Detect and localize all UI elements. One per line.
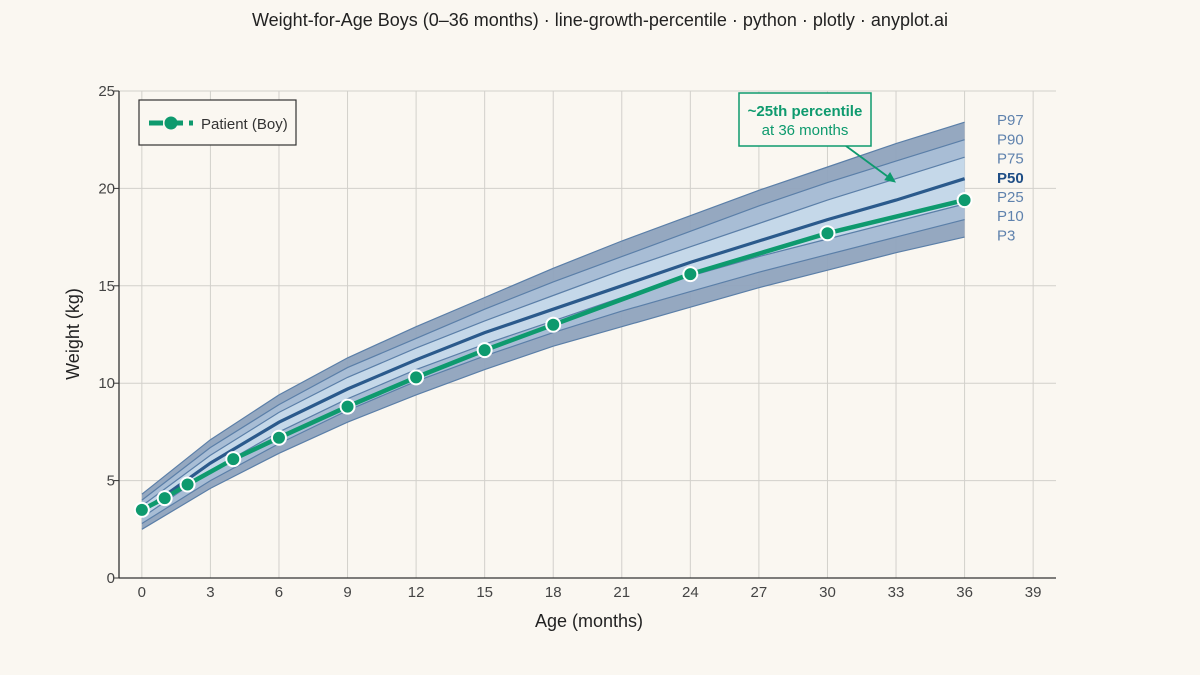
legend[interactable]: Patient (Boy) [138,99,297,146]
x-tick-label: 33 [888,584,905,601]
percentile-label-p90: P90 [997,131,1024,148]
patient-point [179,476,196,493]
patient-point [408,369,425,386]
patient-point [682,266,699,283]
percentile-label-p50: P50 [997,170,1024,187]
percentile-line-p97 [141,121,965,495]
patient-point [133,501,150,518]
x-tick-label: 36 [956,584,973,601]
patient-point [270,429,287,446]
patient-point [956,192,973,209]
annotation-arrowhead [884,172,896,183]
percentile-line-p75 [141,156,965,507]
x-tick-label: 0 [138,584,146,601]
annotation-line-1: ~25th percentile [748,103,863,120]
y-tick-label: 20 [98,180,115,197]
percentile-label-p3: P3 [997,227,1015,244]
y-axis-title: Weight (kg) [63,288,83,380]
percentile-label-p97: P97 [997,112,1024,129]
y-tick-label: 5 [107,473,115,490]
annotation-arrow [845,145,888,177]
chart-title: Weight-for-Age Boys (0–36 months) · line… [252,10,948,30]
percentile-label-p25: P25 [997,189,1024,206]
legend-label-patient: Patient (Boy) [201,116,288,133]
x-tick-label: 27 [751,584,768,601]
y-tick-label: 25 [98,83,115,100]
patient-series [133,192,973,518]
patient-point [819,225,836,242]
x-tick-label: 15 [476,584,493,601]
percentile-line-p50 [140,177,966,514]
x-tick-label: 9 [343,584,351,601]
x-tick-label: 12 [408,584,425,601]
annotation-box [738,92,872,147]
annotation-line-2: at 36 months [762,122,849,139]
percentile-line-p3 [141,236,965,530]
y-tick-label: 0 [107,570,115,587]
x-tick-label: 3 [206,584,214,601]
legend-marker-swatch [164,116,178,130]
x-tick-label: 39 [1025,584,1042,601]
x-tick-label: 18 [545,584,562,601]
x-axis-title: Age (months) [535,611,643,631]
patient-point [476,342,493,359]
patient-point [225,451,242,468]
percentile-line-p90 [141,139,965,501]
patient-point [545,316,562,333]
y-tick-label: 10 [98,375,115,392]
band-p25-p75 [141,157,965,518]
patient-point [156,490,173,507]
x-tick-label: 6 [275,584,283,601]
x-tick-label: 24 [682,584,699,601]
annotation: ~25th percentile at 36 months [738,92,896,183]
percentile-label-p10: P10 [997,208,1024,225]
x-tick-label: 21 [613,584,630,601]
x-tick-label: 30 [819,584,836,601]
percentile-label-p75: P75 [997,151,1024,168]
patient-point [339,398,356,415]
y-tick-label: 15 [98,278,115,295]
percentile-labels: P97 P90 P75 P50 P25 P10 P3 [997,112,1024,244]
